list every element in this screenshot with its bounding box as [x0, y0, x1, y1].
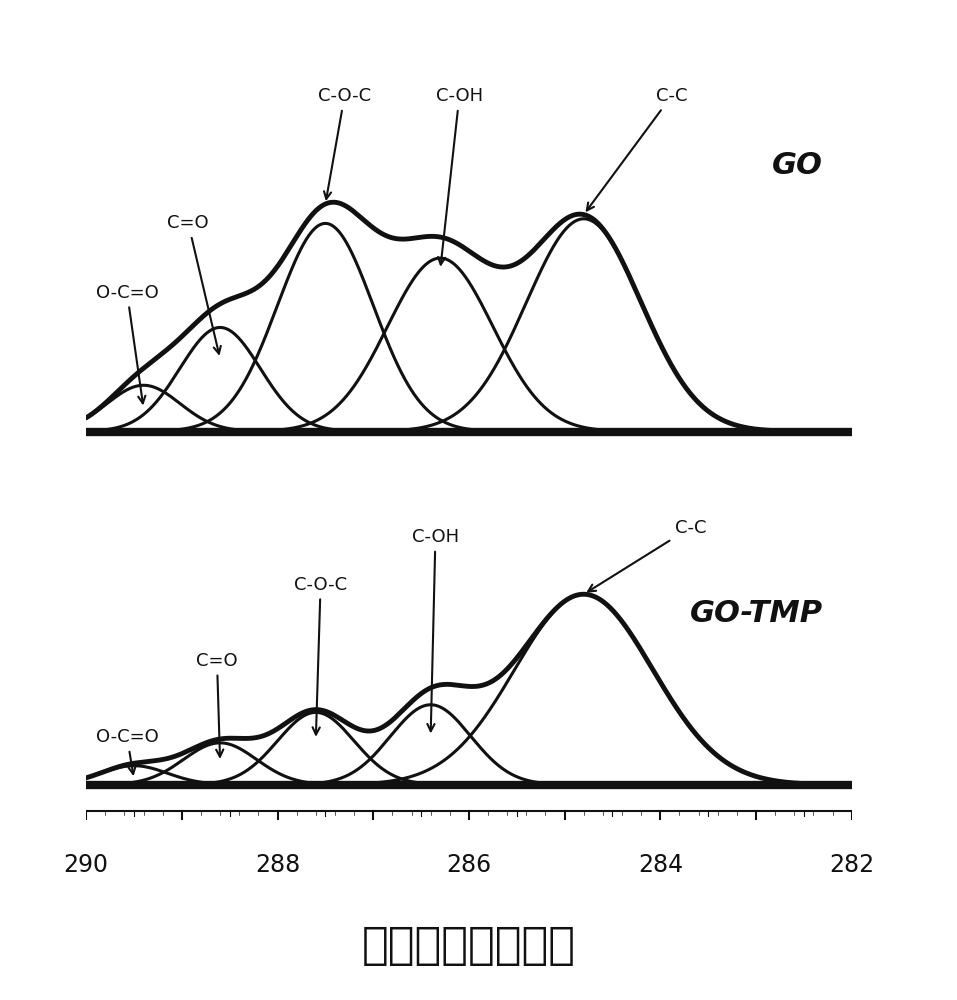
Text: O-C=O: O-C=O — [96, 284, 159, 403]
Text: GO-TMP: GO-TMP — [690, 599, 823, 628]
Text: 键能（电子伏特）: 键能（电子伏特） — [362, 924, 576, 966]
Text: C-C: C-C — [587, 87, 687, 210]
Text: GO: GO — [772, 151, 823, 180]
Text: C-O-C: C-O-C — [294, 576, 347, 735]
Text: C-OH: C-OH — [435, 87, 483, 265]
Text: C-O-C: C-O-C — [318, 87, 371, 199]
Text: C=O: C=O — [167, 214, 221, 354]
Text: C-OH: C-OH — [412, 528, 459, 731]
Text: O-C=O: O-C=O — [96, 728, 159, 774]
Text: C-C: C-C — [589, 519, 706, 592]
Text: C=O: C=O — [196, 652, 237, 757]
